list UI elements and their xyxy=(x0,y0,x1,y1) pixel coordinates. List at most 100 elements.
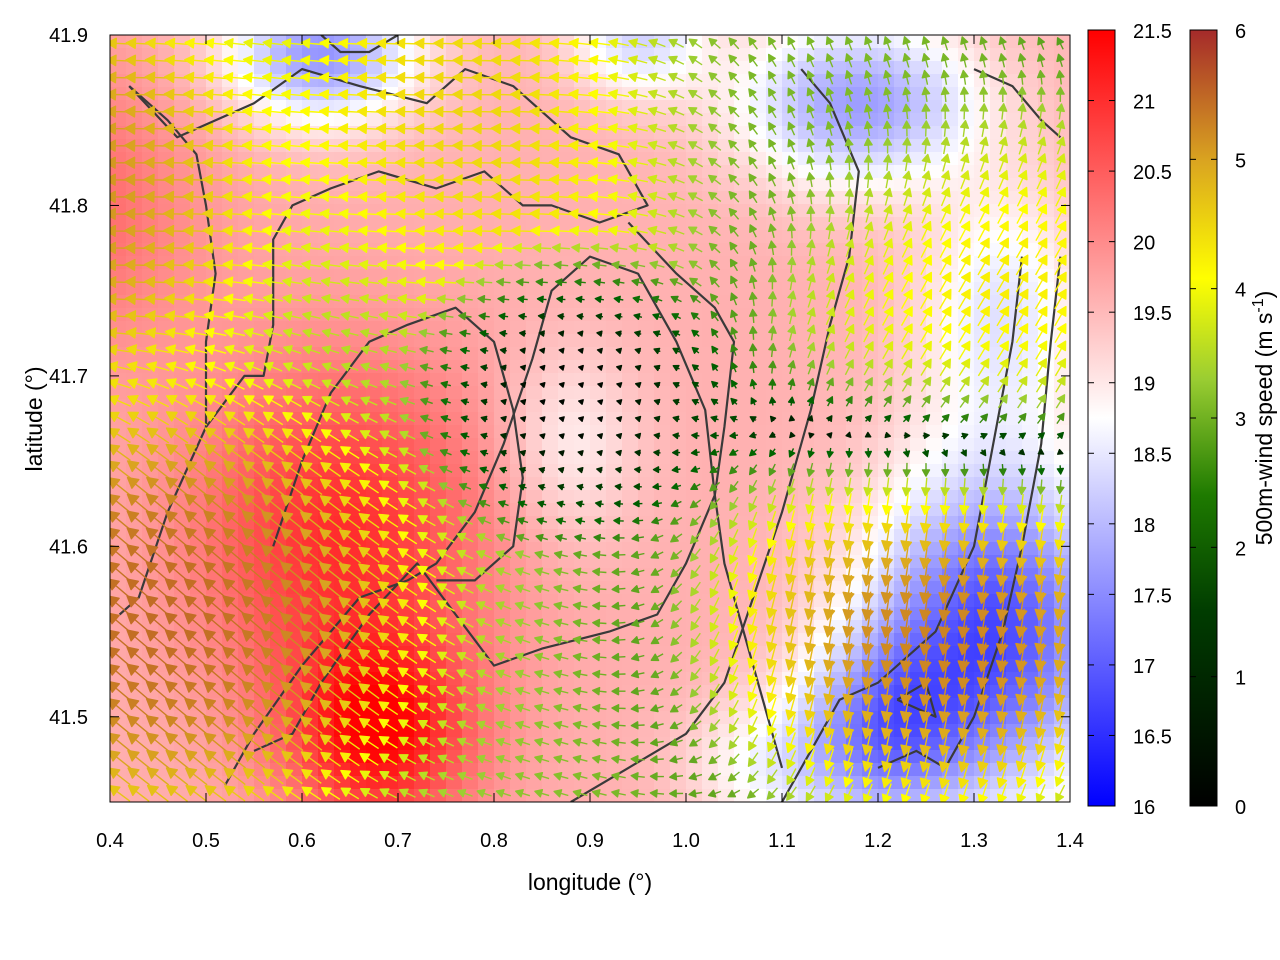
temperature-cell xyxy=(526,477,543,491)
temperature-cell xyxy=(382,386,399,400)
temperature-cell xyxy=(174,217,191,231)
temperature-cell xyxy=(734,425,751,439)
temperature-cell xyxy=(638,659,655,673)
temperature-cell xyxy=(286,451,303,465)
temperature-cell xyxy=(270,165,287,179)
temperature-cell xyxy=(590,334,607,348)
temperature-cell xyxy=(414,438,431,452)
temperature-cell xyxy=(366,516,383,530)
temperature-cell xyxy=(190,87,207,101)
temperature-cell xyxy=(366,568,383,582)
temperature-cell xyxy=(334,776,351,790)
temperature-cell xyxy=(414,672,431,686)
temperature-cell xyxy=(494,607,511,621)
temperature-cell xyxy=(958,61,975,75)
temperature-cell xyxy=(478,191,495,205)
temperature-cell xyxy=(270,347,287,361)
temperature-cell xyxy=(622,659,639,673)
temperature-cell xyxy=(446,360,463,374)
temperature-cell xyxy=(1022,425,1039,439)
temperature-cell xyxy=(158,165,175,179)
temperature-cell xyxy=(414,724,431,738)
temperature-cell xyxy=(318,516,335,530)
temperature-cell xyxy=(542,269,559,283)
temperature-cell xyxy=(318,451,335,465)
temperature-cell xyxy=(862,61,879,75)
temperature-cell xyxy=(750,386,767,400)
temperature-cell xyxy=(910,373,927,387)
temperature-cell xyxy=(446,282,463,296)
temperature-cell xyxy=(462,191,479,205)
temperature-cell xyxy=(190,165,207,179)
temperature-cell xyxy=(702,386,719,400)
temperature-cell xyxy=(302,113,319,127)
temperature-cell xyxy=(638,646,655,660)
temperature-cell xyxy=(590,386,607,400)
temperature-cell xyxy=(462,217,479,231)
temperature-cell xyxy=(606,711,623,725)
temperature-cell xyxy=(366,35,383,49)
temperature-cell xyxy=(446,165,463,179)
temperature-cell xyxy=(622,425,639,439)
temperature-cell xyxy=(830,139,847,153)
temperature-cell xyxy=(590,113,607,127)
temperature-cell xyxy=(494,282,511,296)
temperature-cell xyxy=(222,230,239,244)
temperature-cell xyxy=(366,412,383,426)
temperature-cell xyxy=(222,282,239,296)
temperature-cell xyxy=(174,568,191,582)
temperature-cell xyxy=(446,269,463,283)
temperature-cell xyxy=(270,113,287,127)
temperature-cell xyxy=(606,282,623,296)
temperature-cell xyxy=(734,230,751,244)
temperature-cell xyxy=(558,334,575,348)
temperature-cell xyxy=(462,594,479,608)
temperature-cell xyxy=(382,451,399,465)
temperature-cell xyxy=(574,503,591,517)
temperature-cell xyxy=(638,386,655,400)
temperature-cell xyxy=(734,282,751,296)
temperature-cell xyxy=(414,334,431,348)
temperature-cell xyxy=(366,633,383,647)
temperature-cell xyxy=(654,386,671,400)
temperature-cell xyxy=(462,724,479,738)
temperature-cell xyxy=(446,776,463,790)
temperature-cell xyxy=(734,100,751,114)
temperature-cell xyxy=(206,620,223,634)
temperature-cell xyxy=(734,126,751,140)
temperature-cell xyxy=(446,464,463,478)
temperature-cell xyxy=(574,477,591,491)
temperature-cell xyxy=(430,334,447,348)
temperature-cell xyxy=(318,334,335,348)
temperature-cell xyxy=(734,464,751,478)
temperature-cell xyxy=(1006,126,1023,140)
temperature-cell xyxy=(462,295,479,309)
temperature-cell xyxy=(542,256,559,270)
temperature-cell xyxy=(382,477,399,491)
temperature-cell xyxy=(430,386,447,400)
temperature-cell xyxy=(446,113,463,127)
temperature-cell xyxy=(222,334,239,348)
temperature-cell xyxy=(222,217,239,231)
temperature-cell xyxy=(366,243,383,257)
temperature-cell xyxy=(414,165,431,179)
temperature-cell xyxy=(558,113,575,127)
temperature-cell xyxy=(462,659,479,673)
temperature-cell xyxy=(462,529,479,543)
temperature-cell xyxy=(878,386,895,400)
temperature-cell xyxy=(174,412,191,426)
temperature-cell xyxy=(542,659,559,673)
temperature-cell xyxy=(638,425,655,439)
temperature-cell xyxy=(174,685,191,699)
temperature-cell xyxy=(366,763,383,777)
temperature-cell xyxy=(350,334,367,348)
temperature-cell xyxy=(126,282,143,296)
temperature-cell xyxy=(494,724,511,738)
temperature-cell xyxy=(830,490,847,504)
temperature-cell xyxy=(1054,438,1070,452)
temperature-cell xyxy=(462,685,479,699)
temperature-cell xyxy=(366,776,383,790)
temperature-cell xyxy=(478,178,495,192)
temperature-cell xyxy=(414,230,431,244)
temperature-cell xyxy=(414,269,431,283)
